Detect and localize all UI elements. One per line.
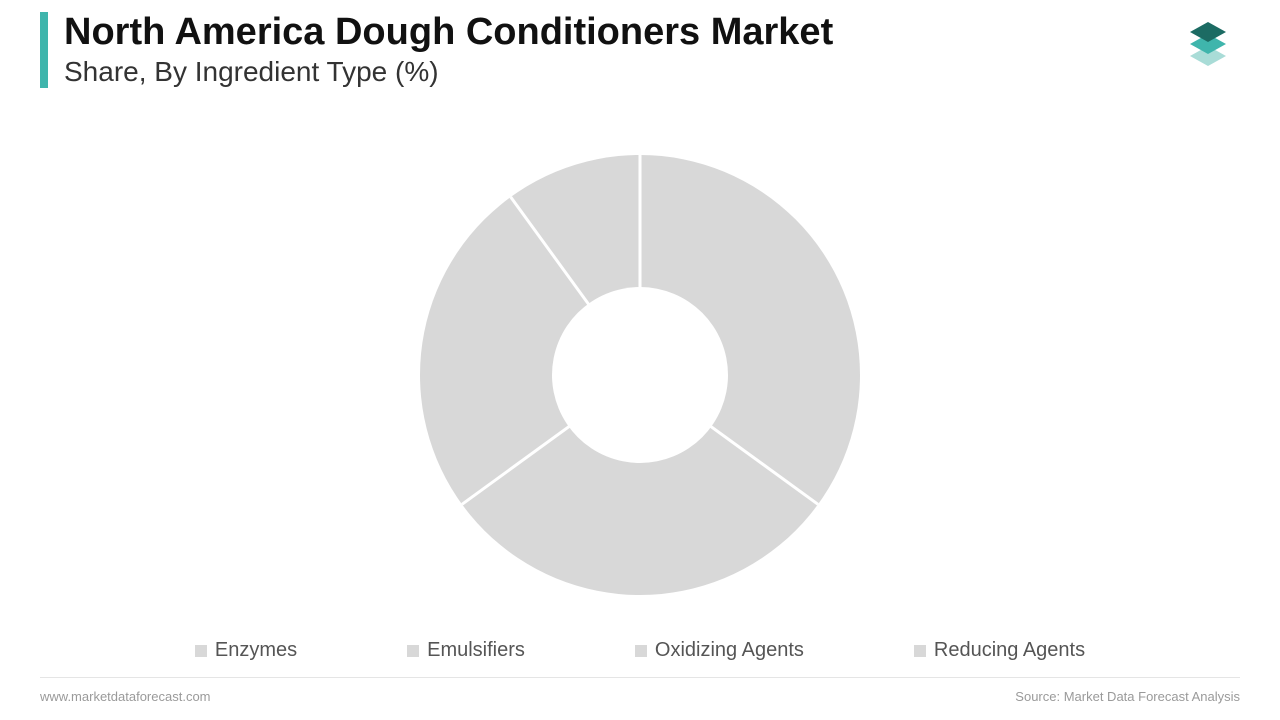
page-title: North America Dough Conditioners Market — [64, 12, 833, 54]
accent-bar — [40, 12, 48, 88]
donut-separator — [639, 155, 642, 375]
legend-label: Oxidizing Agents — [655, 639, 804, 662]
donut-ring — [420, 155, 860, 595]
legend-swatch-icon — [914, 645, 926, 657]
legend: Enzymes Emulsifiers Oxidizing Agents Red… — [0, 639, 1280, 662]
brand-logo-icon — [1176, 14, 1240, 78]
title-block: North America Dough Conditioners Market … — [40, 12, 1240, 88]
donut-chart — [0, 130, 1280, 620]
legend-item-enzymes: Enzymes — [195, 639, 297, 662]
footer-right: Source: Market Data Forecast Analysis — [1015, 689, 1240, 704]
page-root: North America Dough Conditioners Market … — [0, 0, 1280, 720]
legend-label: Enzymes — [215, 639, 297, 662]
page-subtitle: Share, By Ingredient Type (%) — [64, 56, 833, 88]
header: North America Dough Conditioners Market … — [40, 12, 1240, 88]
logo-layer-1 — [1190, 22, 1226, 42]
titles: North America Dough Conditioners Market … — [64, 12, 833, 88]
footer-divider — [40, 677, 1240, 678]
legend-item-reducing-agents: Reducing Agents — [914, 639, 1085, 662]
legend-swatch-icon — [195, 645, 207, 657]
legend-label: Reducing Agents — [934, 639, 1085, 662]
legend-item-emulsifiers: Emulsifiers — [407, 639, 525, 662]
footer-left: www.marketdataforecast.com — [40, 689, 211, 704]
footer: www.marketdataforecast.com Source: Marke… — [40, 689, 1240, 704]
legend-label: Emulsifiers — [427, 639, 525, 662]
legend-swatch-icon — [635, 645, 647, 657]
legend-swatch-icon — [407, 645, 419, 657]
legend-item-oxidizing-agents: Oxidizing Agents — [635, 639, 804, 662]
